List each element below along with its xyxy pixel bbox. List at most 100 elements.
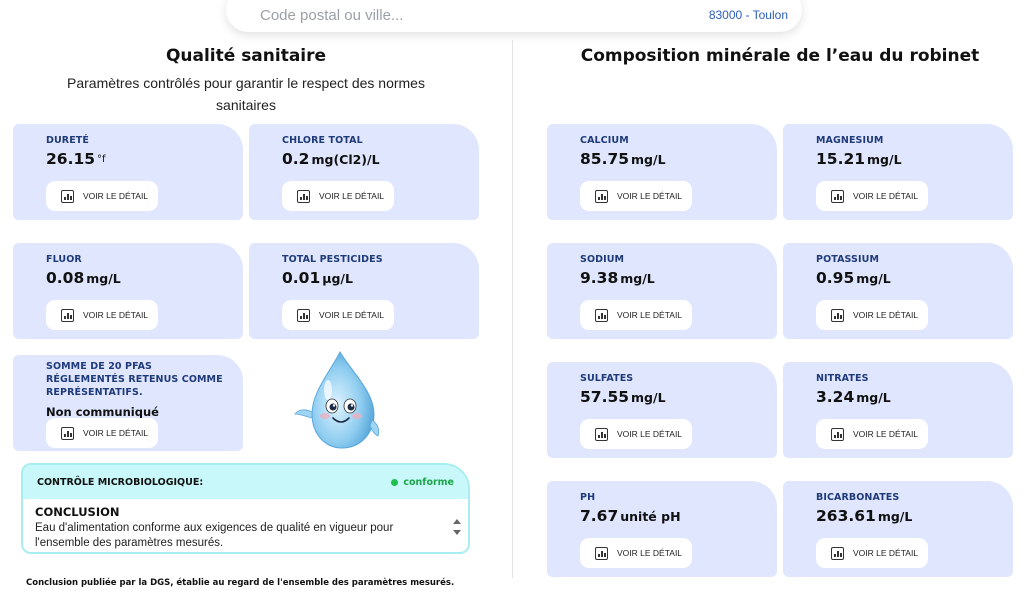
detail-button-pfas[interactable]: VOIR LE DÉTAIL — [46, 418, 158, 448]
detail-button-pesticides[interactable]: VOIR LE DÉTAIL — [282, 300, 394, 330]
card-value: 15.21 — [816, 150, 866, 168]
detail-button-label: VOIR LE DÉTAIL — [853, 429, 919, 439]
bar-chart-icon — [297, 189, 310, 203]
detail-button-potassium[interactable]: VOIR LE DÉTAIL — [816, 300, 928, 330]
status-label: conforme — [403, 476, 454, 488]
microbiological-control-panel: CONTRÔLE MICROBIOLOGIQUE: conforme CONCL… — [21, 463, 470, 554]
search-location-link[interactable]: 83000 - Toulon — [708, 8, 788, 22]
card-label: TOTAL PESTICIDES — [282, 254, 383, 265]
detail-button-label: VOIR LE DÉTAIL — [853, 191, 919, 201]
card-label: FLUOR — [46, 254, 82, 265]
card-bicarbonates: BICARBONATES 263.61 mg/L VOIR LE DÉTAIL — [783, 481, 1013, 577]
detail-button-ph[interactable]: VOIR LE DÉTAIL — [580, 538, 692, 568]
card-pfas: SOMME DE 20 PFAS RÉGLEMENTÉS RETENUS COM… — [13, 355, 243, 451]
detail-button-label: VOIR LE DÉTAIL — [617, 310, 683, 320]
detail-button-chlore[interactable]: VOIR LE DÉTAIL — [282, 181, 394, 211]
card-unit: mg/L — [867, 152, 902, 167]
bar-chart-icon — [61, 308, 74, 322]
detail-button-bicarbonates[interactable]: VOIR LE DÉTAIL — [816, 538, 928, 568]
card-magnesium: MAGNESIUM 15.21 mg/L VOIR LE DÉTAIL — [783, 124, 1013, 220]
card-value: 0.2 — [282, 150, 310, 168]
card-label: CALCIUM — [580, 135, 629, 146]
scroll-down-icon[interactable] — [453, 530, 461, 535]
card-calcium: CALCIUM 85.75 mg/L VOIR LE DÉTAIL — [547, 124, 777, 220]
card-label: BICARBONATES — [816, 492, 900, 503]
column-divider — [512, 40, 513, 578]
status-dot-icon — [391, 478, 399, 486]
bar-chart-icon — [595, 308, 608, 322]
mineral-composition-title: Composition minérale de l’eau du robinet — [580, 46, 980, 66]
detail-button-durete[interactable]: VOIR LE DÉTAIL — [46, 181, 158, 211]
card-chlore-total: CHLORE TOTAL 0.2 mg(Cl2)/L VOIR LE DÉTAIL — [249, 124, 479, 220]
bar-chart-icon — [831, 427, 844, 441]
detail-button-label: VOIR LE DÉTAIL — [83, 191, 149, 201]
card-value: 3.24 — [816, 388, 855, 406]
card-status: Non communiqué — [46, 405, 159, 419]
bar-chart-icon — [595, 546, 608, 560]
bar-chart-icon — [61, 426, 74, 440]
scrollbar[interactable] — [453, 519, 462, 541]
bar-chart-icon — [61, 189, 74, 203]
card-value: 263.61 — [816, 507, 876, 525]
detail-button-label: VOIR LE DÉTAIL — [617, 191, 683, 201]
detail-button-sulfates[interactable]: VOIR LE DÉTAIL — [580, 419, 692, 449]
bar-chart-icon — [595, 189, 608, 203]
card-label: POTASSIUM — [816, 254, 879, 265]
bar-chart-icon — [595, 427, 608, 441]
card-label: NITRATES — [816, 373, 869, 384]
detail-button-label: VOIR LE DÉTAIL — [617, 429, 683, 439]
card-value: 26.15 — [46, 150, 96, 168]
detail-button-calcium[interactable]: VOIR LE DÉTAIL — [580, 181, 692, 211]
detail-button-label: VOIR LE DÉTAIL — [83, 310, 149, 320]
scroll-up-icon[interactable] — [453, 519, 461, 524]
card-unit: mg/L — [86, 271, 121, 286]
search-input[interactable] — [260, 6, 709, 24]
conclusion-text: Eau d'alimentation conforme aux exigence… — [35, 522, 394, 549]
card-label: SOMME DE 20 PFAS RÉGLEMENTÉS RETENUS COM… — [46, 361, 223, 398]
sanitary-quality-title: Qualité sanitaire — [165, 46, 327, 66]
card-unit: mg(Cl2)/L — [311, 152, 380, 167]
conclusion-scroll-area[interactable]: CONCLUSION Eau d'alimentation conforme a… — [23, 499, 468, 552]
card-unit: °f — [97, 154, 106, 165]
detail-button-magnesium[interactable]: VOIR LE DÉTAIL — [816, 181, 928, 211]
card-total-pesticides: TOTAL PESTICIDES 0.01 µg/L VOIR LE DÉTAIL — [249, 243, 479, 339]
card-label: SODIUM — [580, 254, 625, 265]
card-value: 9.38 — [580, 269, 619, 287]
card-value: 0.08 — [46, 269, 85, 287]
card-nitrates: NITRATES 3.24 mg/L VOIR LE DÉTAIL — [783, 362, 1013, 458]
card-value: 7.67 — [580, 507, 619, 525]
bar-chart-icon — [831, 308, 844, 322]
detail-button-fluor[interactable]: VOIR LE DÉTAIL — [46, 300, 158, 330]
detail-button-sodium[interactable]: VOIR LE DÉTAIL — [580, 300, 692, 330]
detail-button-label: VOIR LE DÉTAIL — [617, 548, 683, 558]
detail-button-label: VOIR LE DÉTAIL — [319, 191, 385, 201]
microbiological-control-header: CONTRÔLE MICROBIOLOGIQUE: conforme — [23, 465, 468, 499]
detail-button-label: VOIR LE DÉTAIL — [83, 428, 149, 438]
card-label: MAGNESIUM — [816, 135, 884, 146]
card-potassium: POTASSIUM 0.95 mg/L VOIR LE DÉTAIL — [783, 243, 1013, 339]
card-durete: DURETÉ 26.15 °f VOIR LE DÉTAIL — [13, 124, 243, 220]
card-unit: mg/L — [631, 152, 666, 167]
status-badge: conforme — [391, 477, 454, 488]
card-label: SULFATES — [580, 373, 634, 384]
detail-button-label: VOIR LE DÉTAIL — [853, 310, 919, 320]
card-sodium: SODIUM 9.38 mg/L VOIR LE DÉTAIL — [547, 243, 777, 339]
microbiological-control-title: CONTRÔLE MICROBIOLOGIQUE: — [37, 476, 204, 488]
dgs-footnote: Conclusion publiée par la DGS, établie a… — [26, 578, 455, 588]
detail-button-label: VOIR LE DÉTAIL — [319, 310, 385, 320]
card-unit: unité pH — [620, 509, 681, 524]
search-bar: 83000 - Toulon — [226, 0, 802, 32]
card-sulfates: SULFATES 57.55 mg/L VOIR LE DÉTAIL — [547, 362, 777, 458]
detail-button-nitrates[interactable]: VOIR LE DÉTAIL — [816, 419, 928, 449]
bar-chart-icon — [297, 308, 310, 322]
water-drop-mascot-icon — [294, 350, 380, 449]
card-value: 57.55 — [580, 388, 630, 406]
card-unit: mg/L — [620, 271, 655, 286]
card-unit: mg/L — [856, 390, 891, 405]
card-label: PH — [580, 492, 596, 503]
card-unit: mg/L — [877, 509, 913, 524]
card-label: CHLORE TOTAL — [282, 135, 363, 146]
card-unit: mg/L — [856, 271, 891, 286]
card-value: 0.95 — [816, 269, 855, 287]
bar-chart-icon — [831, 189, 844, 203]
